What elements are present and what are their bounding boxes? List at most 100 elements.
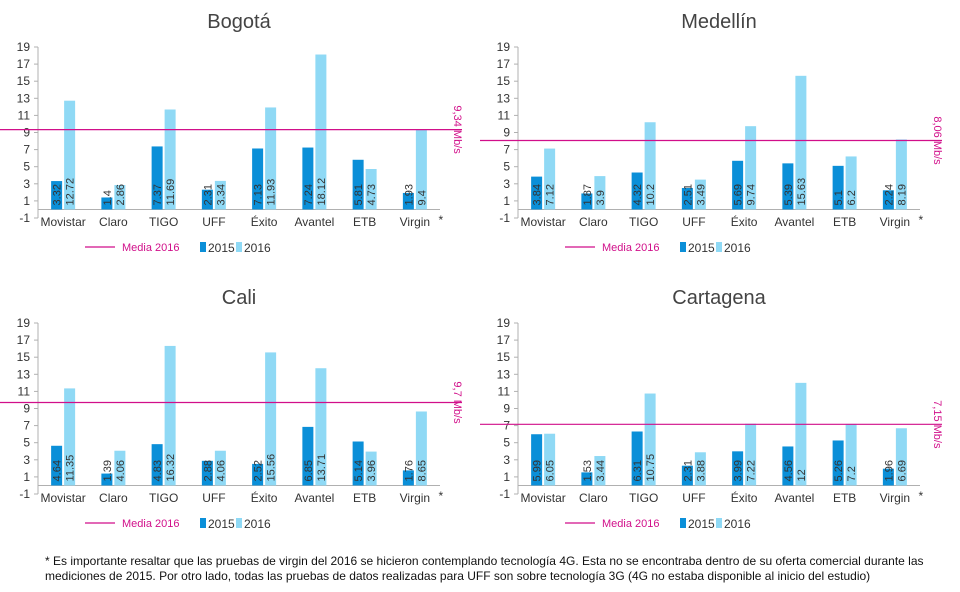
category-label: Avantel (774, 215, 814, 229)
y-tick-label: 15 (497, 74, 511, 88)
data-label: 6.31 (632, 460, 644, 481)
data-label: 1.39 (102, 460, 114, 481)
bar-2016-movistar (544, 433, 556, 486)
y-tick-label: 13 (497, 367, 511, 381)
y-tick-label: 11 (18, 108, 31, 122)
data-label: 5.69 (733, 184, 745, 205)
category-label: Éxito (251, 490, 278, 505)
category-label: UFF (202, 491, 225, 505)
category-label: Éxito (731, 214, 758, 229)
legend-2016-swatch (716, 518, 722, 528)
bar-2016-uff (694, 179, 706, 210)
data-label: 3.88 (695, 460, 707, 481)
y-tick-label: 5 (503, 160, 510, 174)
y-tick-label: -1 (19, 487, 30, 501)
bar-2015-éxito (732, 160, 744, 210)
y-tick-label: 1 (503, 470, 510, 484)
legend-media-label: Media 2016 (122, 242, 180, 254)
bar-2015-claro (581, 193, 593, 210)
y-tick-label: 13 (497, 91, 511, 105)
data-label: 5.14 (353, 460, 365, 481)
footnote: * Es importante resaltar que las pruebas… (45, 554, 924, 583)
y-tick-label: 5 (23, 436, 30, 450)
chart-title: Cartagena (672, 287, 766, 309)
data-label: 12 (796, 469, 808, 481)
data-label: 4.06 (215, 460, 227, 481)
y-tick-label: 1 (23, 194, 30, 208)
chart-cartagena: Cartagena -1 1 3 5 7 9 11 13 15 17 19 5.99 6.05 Movist… (480, 276, 960, 546)
category-label: TIGO (149, 215, 178, 229)
bar-2016-claro (114, 184, 126, 210)
bar-2016-movistar (64, 388, 76, 486)
bar-2015-éxito (732, 451, 744, 486)
data-label: 7.37 (152, 184, 164, 205)
y-tick-label: 15 (17, 350, 31, 364)
category-label: Avantel (774, 491, 814, 505)
bar-2015-etb (352, 441, 364, 486)
data-label: 2.52 (253, 460, 265, 481)
y-tick-label: 17 (497, 333, 511, 347)
bar-2015-movistar (51, 181, 63, 210)
asterisk: * (919, 489, 924, 503)
chart-medellin: Medellín -1 1 3 5 7 9 11 13 15 17 19 3.84 7.12 Movista… (480, 0, 960, 270)
legend-2016-swatch (236, 242, 242, 252)
category-label: TIGO (629, 215, 658, 229)
bar-2015-avantel (782, 446, 794, 486)
bar-2015-movistar (531, 176, 543, 210)
data-label: 3.34 (215, 184, 227, 205)
bar-2015-uff (201, 460, 213, 486)
bar-2016-etb (365, 169, 377, 210)
y-tick-label: 19 (497, 40, 511, 54)
bar-2016-tigo (644, 122, 656, 210)
data-label: 4.83 (152, 460, 164, 481)
legend-2016-label: 2016 (244, 517, 271, 531)
media-label: 9,7 Mb/s (451, 381, 463, 424)
data-label: 18.12 (316, 178, 328, 206)
legend-2016-label: 2016 (724, 517, 751, 531)
y-tick-label: 7 (503, 419, 510, 433)
bar-2016-uff (214, 180, 226, 210)
data-label: 4.32 (632, 184, 644, 205)
bar-2015-virgin (882, 468, 894, 486)
category-label: Virgin (880, 491, 910, 505)
bar-2016-claro (594, 456, 606, 486)
category-label: Movistar (520, 491, 565, 505)
data-label: 7.22 (746, 460, 758, 481)
category-label: ETB (353, 215, 376, 229)
data-label: 4.56 (783, 460, 795, 481)
media-label: 7,15 Mb/s (931, 400, 943, 449)
category-label: Movistar (520, 215, 565, 229)
bar-2016-éxito (745, 126, 757, 210)
bar-2015-virgin (882, 190, 894, 210)
bar-2016-avantel (795, 382, 807, 486)
y-tick-label: 3 (23, 453, 30, 467)
y-tick-label: 9 (503, 402, 510, 416)
y-tick-label: -1 (19, 211, 30, 225)
y-tick-label: 7 (23, 419, 30, 433)
bar-2016-virgin (415, 129, 427, 210)
y-tick-label: 15 (17, 74, 31, 88)
bar-2015-claro (581, 472, 593, 486)
legend-2015-label: 2015 (208, 517, 235, 531)
legend-2015-swatch (200, 518, 206, 528)
legend-2016-swatch (716, 242, 722, 252)
bar-2016-claro (594, 176, 606, 210)
data-label: 8.65 (416, 460, 428, 481)
y-tick-label: 11 (18, 384, 31, 398)
category-label: Éxito (251, 214, 278, 229)
bar-2015-uff (681, 187, 693, 210)
category-label: TIGO (149, 491, 178, 505)
category-label: Claro (99, 491, 128, 505)
legend-2015-swatch (200, 242, 206, 252)
y-tick-label: 17 (497, 57, 511, 71)
chart-title: Medellín (681, 11, 757, 33)
y-tick-label: 13 (17, 367, 31, 381)
data-label: 4.64 (52, 460, 64, 481)
data-label: 3.9 (595, 190, 607, 205)
y-tick-label: 7 (23, 143, 30, 157)
data-label: 10.2 (645, 184, 657, 205)
data-label: 3.44 (595, 460, 607, 481)
y-tick-label: 9 (503, 126, 510, 140)
